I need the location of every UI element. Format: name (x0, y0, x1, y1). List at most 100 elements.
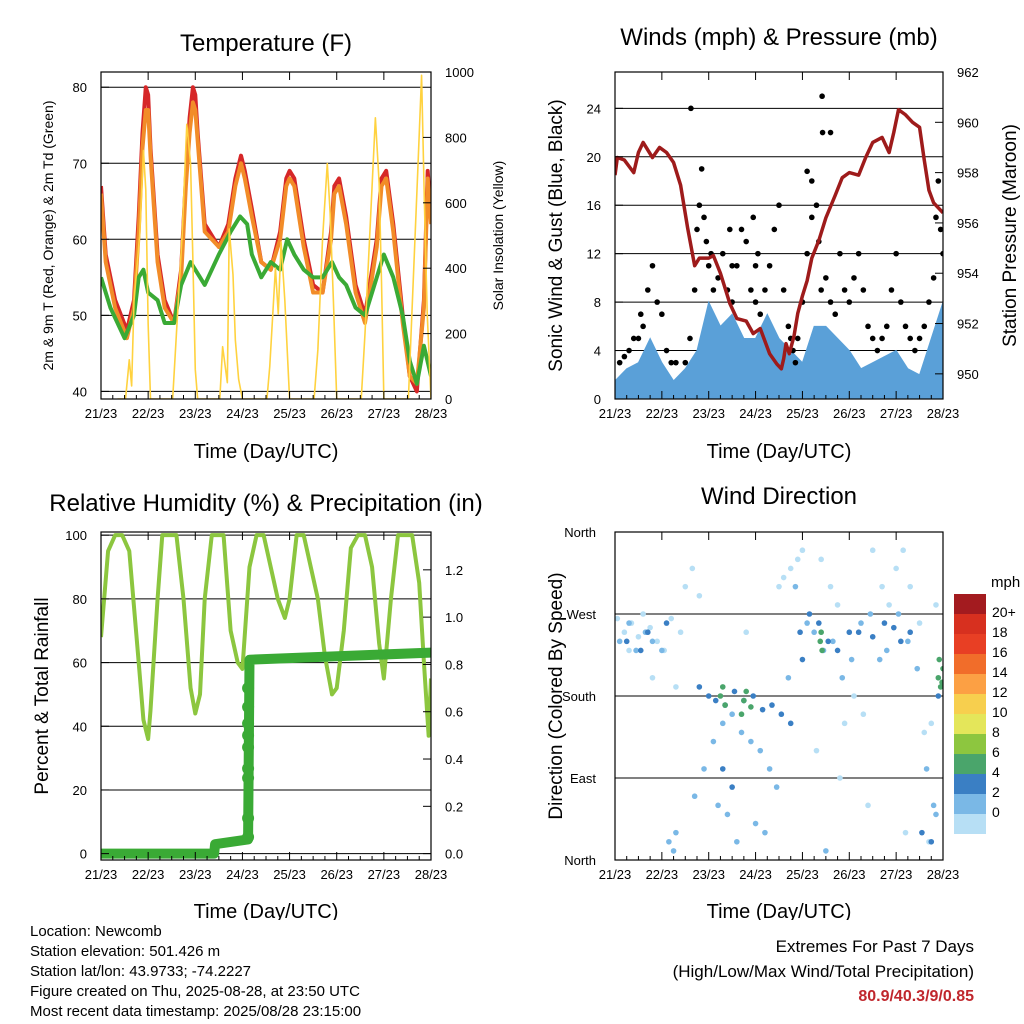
humidity-xtick-label: 23/23 (179, 867, 212, 882)
temperature-ytick-label: 70 (73, 156, 87, 171)
wind_direction-point (891, 624, 897, 631)
wind_direction-point (762, 829, 768, 836)
wind_direction-point (752, 820, 759, 827)
winds-point (729, 262, 735, 269)
wind_direction-point (623, 638, 630, 645)
humidity-xtick-label: 26/23 (320, 867, 353, 882)
wind_direction-point (673, 684, 679, 690)
winds-xtick-label: 22/23 (646, 406, 679, 421)
wind_direction-point (792, 583, 799, 590)
winds-point (933, 214, 939, 221)
wind_direction-point (886, 602, 892, 608)
winds-point (645, 287, 651, 293)
winds-ytick-label: 20 (587, 150, 601, 165)
winds-point (851, 275, 857, 281)
wind_direction-point (830, 638, 836, 645)
wind_direction-point (893, 565, 899, 572)
winds-xtick-label: 27/23 (880, 406, 913, 421)
wind_direction-point (719, 684, 726, 690)
winds-xtick-label: 23/23 (692, 406, 725, 421)
wind_direction-point (939, 679, 943, 686)
wind_direction-point (928, 720, 935, 727)
wind_direction-point (766, 766, 773, 772)
winds-point (673, 359, 679, 366)
wind_direction-point (933, 602, 939, 608)
humidity-ytick-label: 100 (65, 528, 87, 543)
wind_direction-colorbar-swatch (954, 754, 986, 774)
winds-point (916, 335, 923, 342)
wind_direction-point (780, 574, 787, 581)
wind_direction-point (837, 775, 843, 781)
temperature-ytick-label: 50 (73, 308, 87, 323)
station-info: Location: Newcomb Station elevation: 501… (30, 922, 361, 1022)
wind_direction-xtick-label: 24/23 (739, 867, 772, 882)
winds-point (738, 226, 745, 233)
winds-point (682, 359, 689, 366)
wind_direction-point (841, 720, 848, 727)
wind_direction-plot (615, 547, 943, 854)
winds-ytick-label: 0 (594, 392, 601, 407)
wind_direction-point (705, 693, 712, 699)
wind_direction-colorbar-swatch (954, 674, 986, 694)
humidity-xlabel: Time (Day/UTC) (194, 901, 339, 920)
winds-point (935, 178, 942, 184)
extremes-box: Extremes For Past 7 Days (High/Low/Max W… (673, 934, 974, 1009)
humidity-xtick-label: 25/23 (273, 867, 306, 882)
wind_direction-colorbar-swatch (954, 654, 986, 674)
temperature-y2tick-label: 200 (445, 327, 467, 342)
winds-y2tick-label: 960 (957, 115, 979, 130)
wind_direction-point (635, 633, 642, 640)
temperature-ytick-label: 60 (73, 232, 87, 247)
wind_direction-point (834, 647, 841, 654)
temperature-xtick-label: 21/23 (85, 406, 118, 421)
wind_direction-point (797, 629, 803, 636)
winds-point (837, 250, 843, 257)
wind_direction-point (689, 565, 696, 572)
humidity-point (242, 682, 255, 695)
wind_direction-ytick-label: North (564, 525, 596, 540)
humidity-point (242, 729, 255, 742)
humidity-ytick-label: 80 (73, 592, 87, 607)
wind_direction-xtick-label: 22/23 (646, 867, 679, 882)
wind_direction-point (794, 556, 801, 563)
humidity-xtick-label: 22/23 (132, 867, 165, 882)
winds-point (776, 202, 782, 209)
wind_direction-point (817, 638, 824, 645)
temperature-title: Temperature (F) (180, 30, 352, 57)
temperature-y2label: Solar Insolation (Yellow) (490, 161, 506, 311)
humidity-y2tick-label: 0.0 (445, 847, 463, 862)
temperature-xtick-label: 28/23 (415, 406, 448, 421)
wind_direction-point (691, 793, 698, 800)
winds-point (694, 226, 700, 233)
wind_direction-point (898, 638, 904, 645)
winds-point (757, 311, 764, 318)
winds-point (687, 335, 693, 342)
wind_direction-point (816, 620, 822, 626)
winds-point (860, 287, 867, 293)
humidity-y2tick-label: 0.4 (445, 752, 463, 767)
wind_direction-point (933, 811, 939, 818)
wind_direction-point (858, 620, 864, 626)
temperature-y2tick-label: 800 (445, 130, 467, 145)
wind_direction-point (769, 702, 775, 708)
wind_direction-ytick-label: South (562, 689, 596, 704)
winds-point (616, 359, 623, 366)
wind_direction-point (712, 697, 719, 704)
winds-point (841, 287, 848, 293)
wind_direction-point (682, 583, 689, 590)
wind_direction-point (819, 647, 825, 654)
winds-point (912, 347, 918, 354)
extremes-subtitle: (High/Low/Max Wind/Total Precipitation) (672, 962, 974, 981)
wind_direction-point (663, 620, 670, 626)
winds-point (902, 323, 909, 330)
wind_direction-point (741, 697, 747, 704)
wind_direction-point (738, 711, 745, 718)
wind_direction-point (637, 647, 644, 654)
wind_direction-point (787, 720, 794, 727)
wind_direction-point (778, 711, 785, 718)
winds-point (874, 347, 881, 354)
winds-point (752, 262, 759, 269)
winds-y2tick-label: 956 (957, 216, 979, 231)
winds-point (649, 262, 656, 269)
wind_direction-colorbar-tick: 12 (992, 684, 1008, 700)
